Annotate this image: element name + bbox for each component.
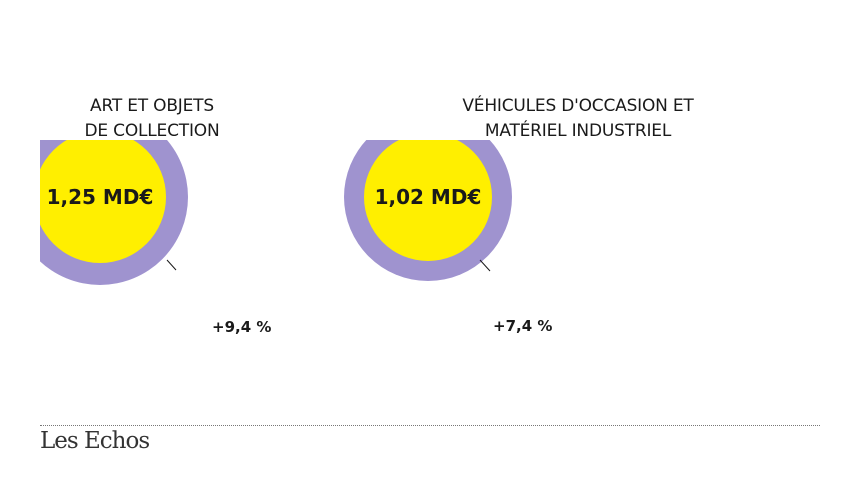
- chart-panel-vehicles: VÉHICULES D'OCCASION ET MATÉRIEL INDUSTR…: [300, 0, 694, 400]
- value-core: [40, 140, 166, 263]
- growth-leader-line: [166, 259, 177, 271]
- chart-title: ART ET OBJETS DE COLLECTION: [2, 94, 302, 144]
- value-label: 1,25 MD€: [47, 185, 154, 209]
- chart-title-line: ART ET OBJETS: [90, 96, 214, 116]
- chart-title-line: DE COLLECTION: [84, 121, 220, 141]
- footer-divider: [40, 425, 820, 426]
- chart-title: VÉHICULES D'OCCASION ET MATÉRIEL INDUSTR…: [428, 94, 728, 144]
- les-echos-logo: Les Echos: [40, 428, 150, 454]
- chart-title-line: VÉHICULES D'OCCASION ET: [462, 96, 694, 116]
- growth-label: +7,4 %: [493, 317, 553, 335]
- ring-chart: 1,02 MD€: [344, 140, 512, 281]
- value-core: [364, 140, 492, 261]
- value-label: 1,02 MD€: [375, 185, 482, 209]
- chart-title-line: MATÉRIEL INDUSTRIEL: [484, 121, 672, 141]
- growth-leader-line: [479, 259, 491, 272]
- growth-label: +9,4 %: [212, 318, 272, 336]
- chart-panel-art: ART ET OBJETS DE COLLECTION 1,25 MD€ +9,…: [0, 0, 300, 400]
- ring-chart: 1,25 MD€: [40, 140, 188, 285]
